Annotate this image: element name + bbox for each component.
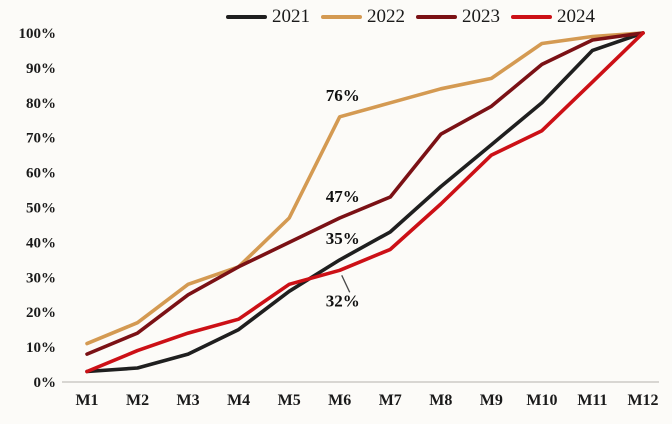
x-tick-label-M9: M9 bbox=[480, 392, 503, 409]
legend-label-2022: 2022 bbox=[367, 6, 405, 27]
x-tick-label-M8: M8 bbox=[429, 392, 452, 409]
chart-legend: 2021 2022 2023 2024 bbox=[226, 7, 606, 26]
x-tick-label-M5: M5 bbox=[278, 392, 301, 409]
legend-label-2024: 2024 bbox=[557, 6, 595, 27]
x-tick-label-M1: M1 bbox=[75, 392, 98, 409]
annotation-2021-35%: 35% bbox=[326, 229, 360, 248]
legend-swatch-2022 bbox=[321, 14, 362, 19]
series-line-2022 bbox=[85, 31, 645, 346]
y-tick-label-100%: 100% bbox=[19, 26, 57, 42]
legend-label-2021: 2021 bbox=[272, 6, 310, 27]
y-tick-label-20%: 20% bbox=[26, 305, 56, 321]
x-tick-label-M10: M10 bbox=[526, 392, 557, 409]
y-tick-label-90%: 90% bbox=[26, 61, 56, 77]
x-tick-label-M3: M3 bbox=[177, 392, 200, 409]
legend-swatch-2024 bbox=[511, 14, 552, 19]
legend-swatch-2021 bbox=[226, 14, 267, 19]
x-tick-label-M12: M12 bbox=[627, 392, 658, 409]
legend-label-2023: 2023 bbox=[462, 6, 500, 27]
series-line-2024 bbox=[85, 31, 645, 374]
legend-item-2021: 2021 bbox=[226, 7, 310, 26]
y-tick-label-60%: 60% bbox=[26, 166, 56, 182]
x-tick-label-M6: M6 bbox=[328, 392, 351, 409]
annotation-callout-line bbox=[341, 275, 351, 293]
legend-item-2024: 2024 bbox=[511, 7, 595, 26]
annotation-2023-47%: 47% bbox=[326, 187, 360, 206]
x-tick-label-M11: M11 bbox=[577, 392, 607, 409]
y-tick-label-70%: 70% bbox=[26, 131, 56, 147]
x-tick-label-M2: M2 bbox=[126, 392, 149, 409]
y-tick-label-50%: 50% bbox=[26, 201, 56, 217]
x-tick-label-M4: M4 bbox=[227, 392, 250, 409]
y-tick-label-30%: 30% bbox=[26, 270, 56, 286]
legend-item-2022: 2022 bbox=[321, 7, 405, 26]
series-line-2023 bbox=[85, 31, 645, 356]
legend-item-2023: 2023 bbox=[416, 7, 500, 26]
legend-swatch-2023 bbox=[416, 14, 457, 19]
y-tick-label-10%: 10% bbox=[26, 340, 56, 356]
annotation-2022-76%: 76% bbox=[326, 86, 360, 105]
annotation-2024-32%: 32% bbox=[326, 291, 360, 310]
y-tick-label-40%: 40% bbox=[26, 235, 56, 251]
series-line-2021 bbox=[85, 31, 645, 374]
y-tick-label-0%: 0% bbox=[34, 375, 57, 391]
x-tick-label-M7: M7 bbox=[379, 392, 402, 409]
y-tick-label-80%: 80% bbox=[26, 96, 56, 112]
